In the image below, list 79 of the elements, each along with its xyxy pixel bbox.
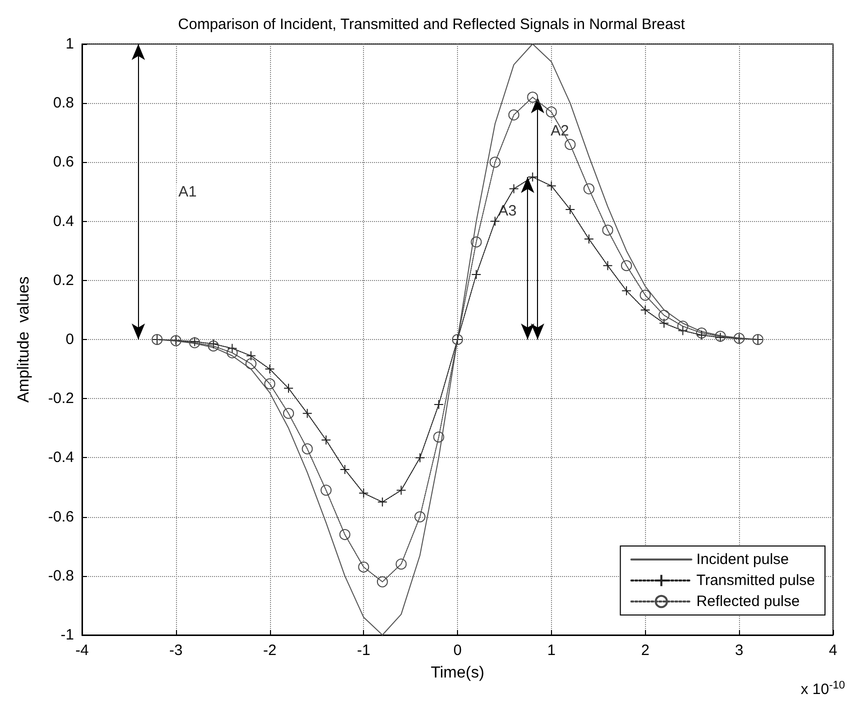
point	[658, 310, 670, 321]
point	[284, 383, 294, 394]
point	[471, 269, 482, 280]
x-tick-label: 0	[453, 642, 462, 659]
point	[602, 260, 613, 271]
point	[208, 338, 218, 349]
point	[546, 106, 557, 118]
point	[678, 326, 688, 336]
point	[302, 443, 313, 454]
y-tick-label: -0.8	[48, 567, 74, 584]
legend-label: Reflected pulse	[696, 593, 800, 610]
point	[264, 364, 275, 374]
point	[508, 109, 520, 120]
y-axis-title: Amplitude values	[16, 276, 32, 403]
point	[376, 576, 388, 588]
point	[358, 562, 370, 573]
x-tick-label: -3	[169, 642, 183, 659]
point	[340, 464, 350, 475]
y-tick-label: 0.8	[53, 94, 74, 112]
point	[621, 286, 632, 296]
point	[677, 320, 688, 332]
x-tick-label: 3	[734, 642, 744, 659]
x-tick-label: 1	[547, 642, 556, 659]
point	[490, 156, 501, 168]
point	[208, 340, 219, 352]
y-tick-label: -0.6	[48, 508, 74, 526]
x-tick-label: 4	[828, 642, 838, 659]
point	[508, 184, 519, 194]
point	[245, 358, 256, 370]
point	[433, 432, 444, 443]
point	[620, 260, 632, 272]
point	[396, 558, 407, 570]
y-tick-label: 1	[66, 36, 74, 52]
point	[696, 330, 707, 340]
point	[528, 172, 538, 182]
point	[659, 318, 670, 328]
point	[227, 343, 238, 354]
chart-title: Comparison of Incident, Transmitted and Reflected Signals in Normal Breast	[178, 16, 686, 33]
x-axis-title: Time(s)	[430, 664, 484, 682]
point	[602, 224, 614, 236]
point	[358, 488, 369, 498]
x-tick-label: 2	[641, 642, 650, 659]
y-tick-label: -0.4	[48, 449, 74, 466]
point	[584, 234, 594, 244]
point	[414, 452, 425, 463]
point	[583, 183, 594, 194]
point	[246, 350, 256, 361]
point	[377, 497, 388, 508]
x-tick-label: -2	[263, 642, 276, 659]
point	[396, 485, 406, 496]
point	[321, 434, 332, 445]
legend-label: Incident pulse	[696, 551, 789, 568]
point	[640, 290, 651, 301]
x-tick-label: -4	[75, 642, 89, 659]
x-tick-label: -1	[356, 642, 370, 659]
point	[470, 236, 482, 248]
point	[414, 511, 426, 522]
point	[640, 304, 650, 315]
point	[264, 378, 276, 390]
point	[320, 484, 332, 496]
y-tick-label: -1	[60, 626, 74, 644]
point	[527, 92, 538, 103]
point	[564, 138, 576, 150]
y-tick-label: 0.2	[53, 272, 74, 289]
point	[283, 408, 294, 419]
point	[434, 400, 444, 410]
y-tick-label: 0.4	[53, 212, 74, 230]
point	[226, 347, 238, 358]
point	[339, 529, 350, 540]
y-tick-label: -0.2	[48, 390, 74, 408]
annotation: A1	[178, 183, 197, 200]
legend-label: Transmitted pulse	[696, 572, 816, 589]
y-tick-label: 0.6	[53, 154, 74, 171]
point	[565, 204, 576, 214]
point	[490, 216, 500, 226]
y-tick-label: 0	[66, 331, 74, 348]
point	[302, 408, 312, 418]
point	[696, 328, 708, 338]
point	[546, 180, 556, 191]
